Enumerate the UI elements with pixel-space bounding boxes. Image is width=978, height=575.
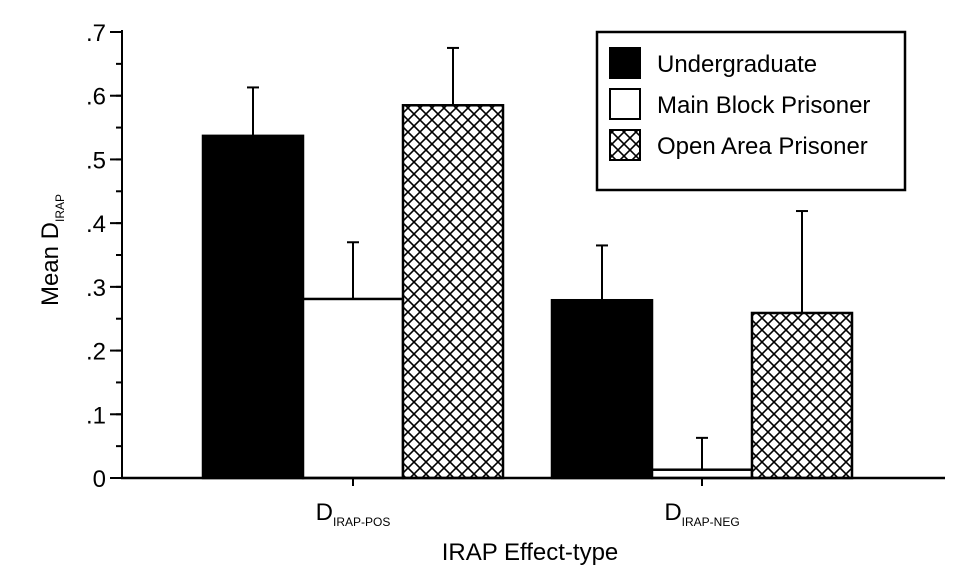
legend-swatch [609, 129, 641, 161]
bar [201, 134, 305, 480]
bar [401, 104, 505, 480]
y-tick-label: .2 [86, 339, 106, 366]
x-axis-title: IRAP Effect-type [442, 539, 619, 566]
legend-box [595, 30, 907, 192]
y-tick-label: .5 [86, 147, 106, 174]
legend-label: Undergraduate [657, 51, 817, 78]
y-tick-label: .7 [86, 20, 106, 47]
legend-label: Main Block Prisoner [657, 92, 870, 119]
y-tick-label: 0 [93, 466, 106, 493]
x-tick-label: DIRAP-NEG [664, 499, 739, 529]
legend-swatch [609, 47, 641, 79]
bar [301, 297, 405, 480]
y-axis: 0 .1 .2 .3 .4 .5 .6 .7 [86, 20, 123, 493]
y-tick-label: .6 [86, 84, 106, 111]
legend-swatch [609, 88, 641, 120]
x-tick-label: DIRAP-POS [316, 499, 391, 529]
y-tick-label: .4 [86, 211, 106, 238]
y-axis-title: Mean DIRAP [37, 194, 67, 306]
bar [750, 311, 854, 480]
legend: Undergraduate Main Block Prisoner Open Are… [595, 30, 907, 192]
legend-label: Open Area Prisoner [657, 133, 868, 160]
x-axis: DIRAP-POS DIRAP-NEG [121, 476, 945, 529]
y-tick-label: .1 [86, 402, 106, 429]
axis-titles: IRAP Effect-type Mean DIRAP [37, 194, 618, 566]
bar [550, 298, 654, 480]
y-tick-label: .3 [86, 275, 106, 302]
